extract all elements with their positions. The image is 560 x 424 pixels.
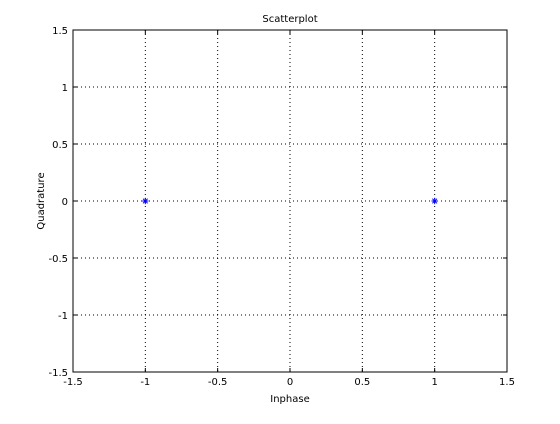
y-tick-label: -1 bbox=[58, 311, 68, 322]
plot-frame bbox=[72, 29, 508, 373]
x-tick-label: 0.5 bbox=[354, 377, 370, 388]
x-axis-label: Inphase bbox=[270, 394, 309, 405]
y-tick-label: 0.5 bbox=[52, 140, 68, 151]
x-tick-label: -1.5 bbox=[63, 377, 83, 388]
chart-title: Scatterplot bbox=[262, 14, 317, 25]
data-point bbox=[142, 197, 149, 205]
data-point bbox=[431, 197, 438, 205]
y-tick-label: 0 bbox=[62, 197, 68, 208]
y-tick-label: -0.5 bbox=[48, 254, 68, 265]
grid-lines bbox=[73, 30, 507, 372]
x-tick-label: 1.5 bbox=[499, 377, 515, 388]
y-tick-label: -1.5 bbox=[48, 368, 68, 379]
y-axis-label: Quadrature bbox=[36, 172, 47, 229]
data-points bbox=[142, 197, 438, 205]
x-tick-label: 0 bbox=[287, 377, 293, 388]
x-tick-label: 1 bbox=[431, 377, 437, 388]
tick-labels: -1.5 -1 -0.5 0 0.5 1 1.5 -1.5 -1 -0.5 0 0.5 1 1.5 bbox=[48, 26, 514, 388]
y-tick-label: 1.5 bbox=[52, 26, 68, 37]
y-tick-label: 1 bbox=[62, 83, 68, 94]
x-tick-label: -1 bbox=[140, 377, 150, 388]
x-tick-label: -0.5 bbox=[208, 377, 228, 388]
